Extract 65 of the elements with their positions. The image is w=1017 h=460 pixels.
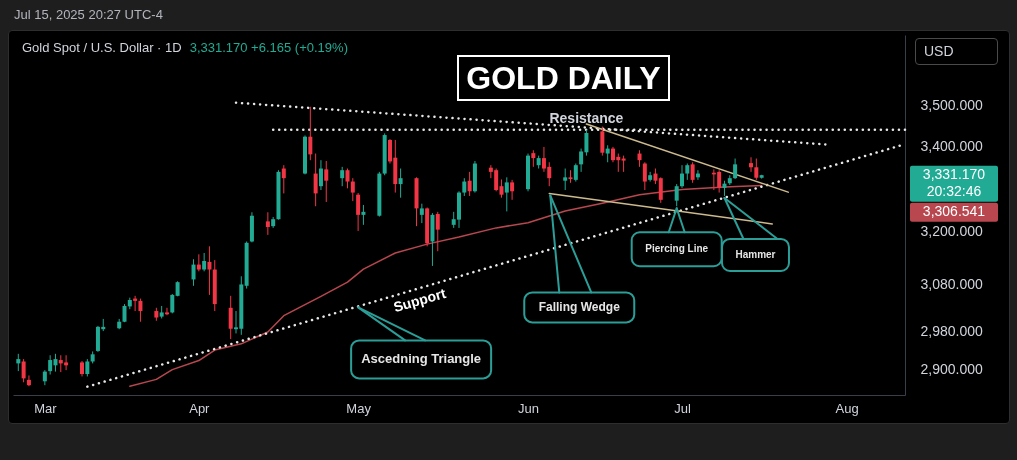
x-tick-label: Jul (674, 400, 691, 416)
candlestick (281, 164, 286, 194)
candlestick (504, 176, 509, 212)
x-tick-label: Aug (835, 400, 859, 416)
x-tick-label: Jun (518, 400, 540, 416)
candlestick (658, 176, 663, 204)
candlestick (356, 192, 361, 232)
candlestick (170, 293, 175, 314)
annotation: Hammer (735, 248, 776, 260)
candlestick (191, 258, 196, 287)
annotation: Falling Wedge (538, 300, 621, 315)
candlestick (648, 171, 653, 183)
text: 3,306.541 (922, 203, 986, 220)
candlestick (313, 153, 318, 207)
candlestick (350, 177, 355, 202)
x-tick-label: Apr (189, 400, 211, 416)
annotation: 3,331.170 +6.165 (+0.19%) (189, 40, 348, 55)
candlestick (138, 298, 143, 323)
y-tick-label: 3,500.000 (920, 97, 983, 114)
candlestick (202, 252, 207, 272)
candlestick (164, 307, 169, 316)
candlestick (642, 161, 647, 191)
candlestick (749, 156, 754, 173)
text: 20:32:46 (926, 183, 982, 200)
candlestick (680, 164, 684, 189)
candlestick (398, 168, 403, 199)
candlestick (48, 354, 53, 375)
y-tick-label: 3,200.000 (920, 222, 983, 239)
candlestick (690, 161, 695, 184)
text: 3,331.170 (922, 166, 986, 183)
candlestick (435, 211, 440, 252)
candlestick (228, 295, 233, 340)
y-axis-title: USD (915, 38, 998, 65)
candlestick (340, 166, 345, 187)
candlestick (324, 160, 329, 203)
chart-subtitle: Gold Spot / U.S. Dollar · 1D (22, 40, 182, 55)
candlestick (308, 106, 313, 161)
candlestick (733, 158, 738, 180)
y-tick-label: 2,900.000 (920, 360, 983, 377)
candlestick (265, 211, 270, 236)
candlestick (345, 168, 350, 189)
candlestick (21, 358, 26, 383)
candlestick (754, 158, 759, 181)
annotation: Ascedning Triangle (361, 351, 482, 367)
x-tick-label: Mar (34, 400, 58, 416)
candlestick (26, 374, 31, 387)
annotation: Piercing Line (645, 243, 709, 255)
candlestick (510, 179, 515, 201)
candlestick (600, 126, 605, 157)
annotation: Support (391, 284, 448, 316)
candlestick (563, 168, 568, 191)
y-tick-label: 3,080.000 (920, 276, 983, 293)
candlestick (361, 204, 366, 226)
candlestick (419, 203, 424, 224)
candlestick (318, 159, 323, 191)
y-tick-label: 3,400.000 (920, 138, 983, 155)
y-tick-label: 2,980.000 (920, 322, 983, 339)
annotation: Resistance (549, 109, 624, 126)
candlestick (674, 183, 679, 207)
candlestick (467, 171, 472, 197)
candlestick (207, 245, 212, 296)
x-tick-label: May (346, 400, 372, 416)
candlestick (573, 163, 578, 183)
text: Jul 15, 2025 20:27 UTC-4 (14, 7, 163, 22)
text: GOLD DAILY (457, 55, 670, 101)
